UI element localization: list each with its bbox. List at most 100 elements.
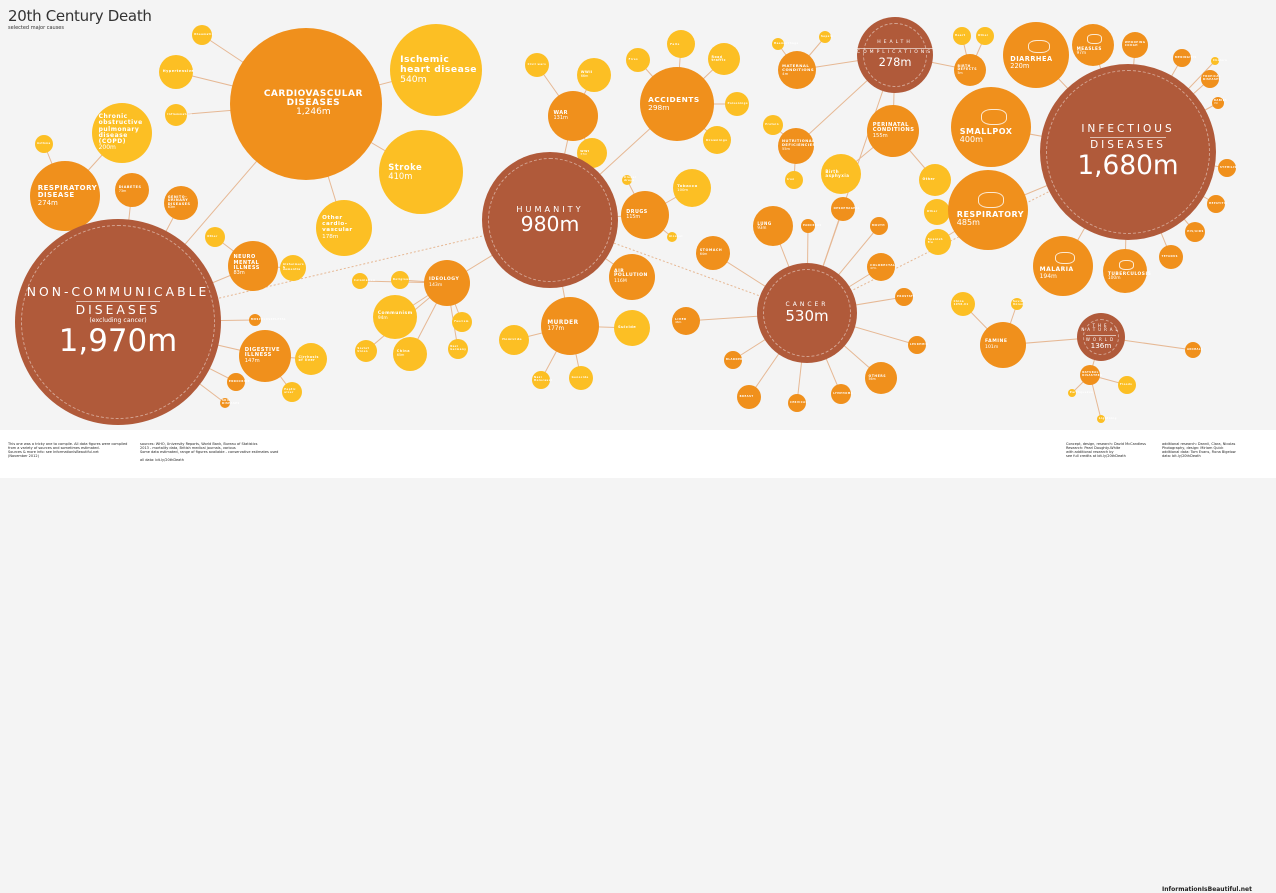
cause-bubble-china-1958-61[interactable]: China 1958-61 — [951, 292, 975, 316]
category-bubble-lymphoma[interactable]: LYMPHOMA — [831, 384, 853, 404]
cause-bubble-other[interactable]: Other — [205, 227, 225, 247]
category-bubble-syphilis[interactable]: SYPHILIS — [1218, 159, 1236, 177]
cause-bubble-wwii[interactable]: WWII 66m — [577, 58, 611, 92]
cause-bubble-genocide[interactable]: Genocide — [569, 366, 593, 390]
category-bubble-murder[interactable]: MURDER 177m — [541, 297, 599, 355]
category-bubble-oesophageal[interactable]: OESOPHAGEAL — [831, 197, 860, 221]
cause-bubble-drownings[interactable]: Drownings — [703, 126, 731, 154]
cause-bubble-birth-asphyxia[interactable]: Birth asphyxia — [821, 154, 861, 194]
category-bubble-mouth[interactable]: MOUTH — [870, 217, 888, 235]
category-bubble-digestive[interactable]: DIGESTIVE ILLNESS 147m — [239, 330, 291, 382]
cause-bubble-floods[interactable]: Floods — [1118, 376, 1136, 394]
category-bubble-prostate[interactable]: PROSTATE — [895, 288, 915, 306]
category-bubble-skin[interactable]: SKIN DISEASES — [220, 398, 239, 408]
category-bubble-accidents[interactable]: ACCIDENTS 298m — [640, 67, 714, 141]
category-bubble-birth[interactable]: BIRTH DEFECTS 5m — [954, 54, 986, 86]
category-bubble-perinatal[interactable]: PERINATAL CONDITIONS 155m — [867, 105, 919, 157]
cause-bubble-nazi-holocaust[interactable]: Nazi Holocaust — [532, 371, 552, 389]
cause-bubble-fascism[interactable]: Fascism — [452, 312, 472, 332]
category-bubble-bladder[interactable]: BLADDER — [724, 351, 742, 369]
cause-bubble-chronic-obstructive-pulmonary-disease-copd-[interactable]: Chronic obstructive pulmonary disease (C… — [92, 103, 152, 163]
cause-bubble-haemorrhage[interactable]: Haemorrhage — [772, 38, 798, 50]
category-bubble-endocrine[interactable]: ENDOCRINE — [227, 373, 250, 391]
cause-bubble-poisonings[interactable]: Poisonings — [725, 92, 749, 116]
category-bubble-ideology[interactable]: IDEOLOGY 143m — [424, 260, 470, 306]
category-bubble-liver[interactable]: LIVER 46m — [672, 307, 700, 335]
cause-bubble-communism[interactable]: Communism 94m — [373, 295, 417, 339]
category-bubble-neuro[interactable]: NEURO MENTAL ILLNESS 83m — [228, 241, 278, 291]
category-bubble-resp_dis[interactable]: RESPIRATORY DISEASE 274m — [30, 161, 100, 231]
cause-bubble-cirrhosis-of-liver[interactable]: Cirrhosis of liver — [295, 343, 327, 375]
cause-bubble-inflammatory[interactable]: Inflammatory — [165, 104, 192, 126]
cause-bubble-peptic-ulcer[interactable]: Peptic ulcer — [282, 382, 302, 402]
category-bubble-natdis[interactable]: NATURAL DISASTERS — [1080, 365, 1102, 385]
hub-bubble-infectious[interactable]: INFECTIOUS DISEASES 1,680m — [1040, 64, 1216, 240]
category-bubble-cardio[interactable]: CARDIOVASCULAR DISEASES 1,246m — [230, 28, 382, 180]
category-bubble-rabies[interactable]: RABIES 7m — [1212, 97, 1227, 109]
hub-bubble-natural[interactable]: THE NATURAL WORLD 136m — [1077, 313, 1125, 361]
hub-bubble-health[interactable]: HEALTH COMPLICATIONS 278m — [856, 17, 934, 93]
cause-bubble-asthma[interactable]: Asthma — [35, 135, 53, 153]
category-bubble-diabetes[interactable]: DIABETES 73m — [115, 173, 149, 207]
cause-bubble-other[interactable]: Other — [919, 164, 951, 196]
cause-bubble-hypertensive[interactable]: Hypertensive — [159, 55, 194, 89]
category-bubble-musculo[interactable]: MUSCULOSKELETAL — [249, 314, 286, 326]
category-bubble-meningitis[interactable]: MENINGITIS — [1173, 49, 1196, 67]
category-bubble-war[interactable]: WAR 131m — [548, 91, 598, 141]
cause-bubble-stroke[interactable]: Stroke 410m — [379, 130, 463, 214]
cause-bubble-other[interactable]: Other — [924, 199, 950, 225]
hub-bubble-cancer[interactable]: CANCER 530m — [757, 263, 857, 363]
category-bubble-pancreas[interactable]: PANCREAS — [801, 219, 821, 233]
cause-bubble-colonialism[interactable]: Colonialism — [352, 273, 375, 289]
category-bubble-cervical[interactable]: CERVICAL — [788, 394, 807, 412]
cause-bubble-spanish-flu[interactable]: Spanish flu — [925, 229, 951, 255]
category-bubble-leukemia[interactable]: LEUKEMIA — [908, 336, 928, 354]
cause-bubble-heart[interactable]: Heart — [953, 27, 971, 45]
cause-bubble-china[interactable]: China 65m — [393, 337, 427, 371]
category-bubble-hepatitis[interactable]: HEPATITIS — [1207, 195, 1227, 213]
category-bubble-smallpox[interactable]: SMALLPOX 400m — [951, 87, 1031, 167]
category-bubble-stomach[interactable]: STOMACH 64m — [696, 236, 730, 270]
category-bubble-air[interactable]: AIR POLLUTION 116M — [609, 254, 655, 300]
cause-bubble-fires[interactable]: Fires — [626, 48, 650, 72]
hub-bubble-ncd[interactable]: NON-COMMUNICABLE DISEASES (excluding cance… — [15, 219, 221, 425]
cause-bubble-homicide[interactable]: Homicide — [499, 325, 529, 355]
category-bubble-respiratory[interactable]: RESPIRATORY 485m — [948, 170, 1028, 250]
cause-bubble-soviet-union[interactable]: Soviet Union — [355, 340, 377, 362]
category-bubble-lung[interactable]: LUNG 93m — [753, 206, 793, 246]
category-bubble-famine[interactable]: FAMINE 101m — [980, 322, 1026, 368]
category-bubble-maternal[interactable]: MATERNAL CONDITIONS 4m — [778, 51, 816, 89]
category-bubble-tb[interactable]: TUBERCULOSIS 100m — [1103, 249, 1151, 293]
cause-bubble-iron[interactable]: Iron — [785, 171, 803, 189]
cause-bubble-other[interactable]: Other — [976, 27, 994, 45]
category-bubble-breast[interactable]: BREAST — [737, 385, 761, 409]
category-bubble-drugs[interactable]: DRUGS 115m — [621, 191, 669, 239]
category-bubble-whooping[interactable]: WHOOPING COUGH — [1122, 32, 1148, 58]
cause-bubble-alzheimers-dementia[interactable]: Alzheimers & dementia — [280, 255, 306, 281]
cause-bubble-religious[interactable]: Religious — [391, 271, 410, 289]
category-bubble-animals[interactable]: ANIMALS — [1185, 342, 1203, 358]
cause-bubble-ischemic-heart-disease[interactable]: Ischemic heart disease 540m — [390, 24, 482, 116]
brand-link[interactable]: InformationIsBeautiful.net — [1162, 886, 1252, 893]
cause-bubble-falls[interactable]: Falls — [667, 30, 695, 58]
category-bubble-diarrhea[interactable]: DIARRHEA 220m — [1003, 22, 1069, 88]
category-bubble-colorectal[interactable]: COLORECTAL 47m — [867, 253, 895, 281]
cause-bubble-alcohol[interactable]: Alcohol — [667, 232, 682, 242]
category-bubble-genito[interactable]: GENITO-URINARY DISEASES 63m — [164, 186, 198, 220]
cause-bubble-wwi[interactable]: WWI 37m — [577, 138, 607, 168]
cause-bubble-tobacco[interactable]: Tobacco 100m — [673, 169, 711, 207]
category-bubble-others[interactable]: OTHERS 56m — [865, 362, 897, 394]
category-bubble-malaria[interactable]: MALARIA 194m — [1033, 236, 1093, 296]
cause-bubble-sepsis[interactable]: Sepsis — [819, 31, 833, 43]
category-bubble-measles[interactable]: MEASLES 97m — [1072, 24, 1114, 66]
hub-bubble-humanity[interactable]: HUMANITY 980m — [482, 152, 618, 288]
cause-bubble-cholera[interactable]: Cholera — [1211, 57, 1227, 65]
cause-bubble-lightning[interactable]: Lightning — [1097, 415, 1116, 423]
cause-bubble-rheumatic[interactable]: Rheumatic — [192, 25, 213, 45]
cause-bubble-suicide[interactable]: Suicide — [614, 310, 650, 346]
category-bubble-nutrition[interactable]: NUTRITIONAL DEFICIENCIES 55m — [778, 128, 815, 164]
cause-bubble-road-traffic[interactable]: Road traffic — [708, 43, 740, 75]
cause-bubble-earthquakes[interactable]: Earthquakes — [1068, 389, 1093, 397]
cause-bubble-soviet-union[interactable]: Soviet Union — [1011, 298, 1024, 310]
cause-bubble-illegal-drugs[interactable]: Illegal drugs — [622, 175, 636, 185]
